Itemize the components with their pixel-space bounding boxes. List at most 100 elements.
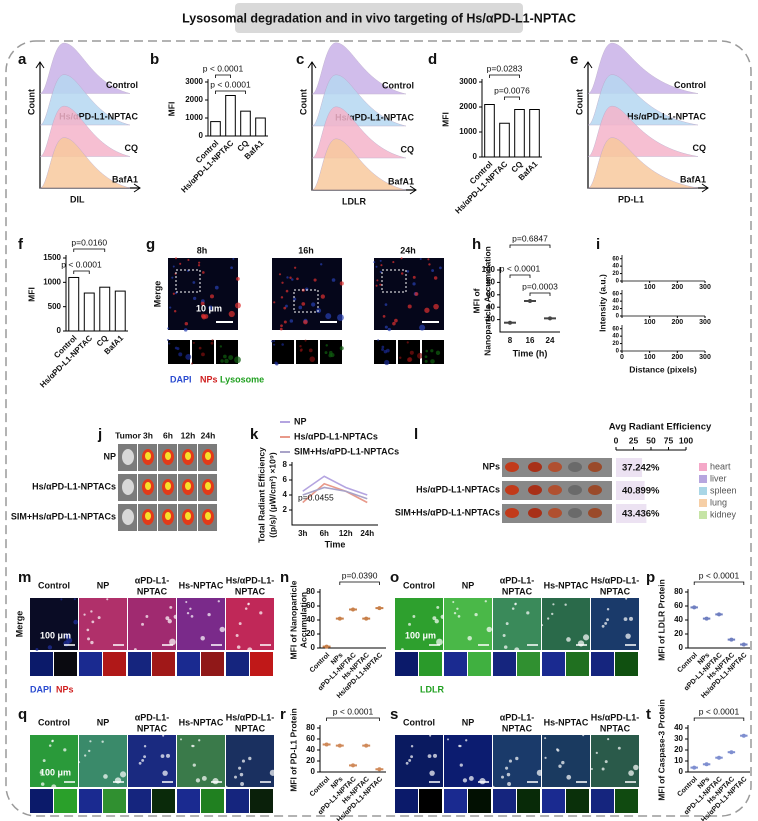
- significance-bracket: [73, 248, 106, 252]
- bar: [99, 286, 111, 332]
- y-tick-label: 0: [311, 767, 316, 776]
- legend-label: NP: [294, 416, 307, 426]
- micrograph-speckle: [35, 648, 39, 651]
- micrograph-speckle: [392, 261, 395, 264]
- y-axis-label: MFI: [166, 102, 176, 117]
- channel-image: [152, 652, 175, 676]
- micrograph-speckle: [433, 276, 438, 280]
- x-tick-label: 16: [526, 336, 535, 345]
- y-axis-label: MFI: [440, 112, 450, 127]
- organ: [548, 462, 562, 472]
- micrograph-speckle: [198, 261, 201, 264]
- micrograph-speckle: [293, 266, 297, 269]
- micrograph-speckle: [106, 598, 109, 601]
- micrograph-speckle: [541, 624, 544, 627]
- y-axis-label: Count: [26, 89, 36, 115]
- micrograph-speckle: [384, 325, 388, 329]
- channel-image: [493, 652, 516, 676]
- micrograph-speckle: [601, 624, 605, 628]
- channel-image: [444, 789, 467, 813]
- micrograph-speckle: [457, 614, 461, 618]
- micrograph-speckle: [179, 262, 182, 265]
- x-tick-label: 300: [699, 354, 711, 361]
- micrograph-speckle: [78, 761, 81, 764]
- micrograph-speckle: [296, 277, 299, 281]
- micrograph-speckle: [628, 770, 634, 776]
- micrograph: [128, 735, 176, 787]
- y-tick-label: 80: [306, 587, 315, 596]
- micrograph-speckle: [446, 738, 450, 741]
- micrograph-speckle: [273, 301, 276, 304]
- panel-letter: t: [646, 706, 651, 723]
- micrograph-speckle: [387, 327, 391, 332]
- micrograph-speckle: [186, 611, 190, 615]
- micrograph-speckle: [505, 766, 509, 770]
- channel-image: [444, 652, 467, 676]
- legend-label: liver: [710, 473, 727, 483]
- organ: [568, 462, 582, 472]
- histogram-label: Control: [106, 80, 138, 90]
- y-tick-label: 60: [612, 256, 619, 262]
- efficiency-bar: [616, 481, 645, 500]
- ivis-signal-core: [165, 452, 171, 460]
- organ: [588, 485, 602, 495]
- channel-image: [419, 652, 442, 676]
- ivis-signal-core: [205, 482, 211, 490]
- micrograph-speckle: [606, 618, 610, 622]
- micrograph-speckle: [73, 598, 76, 601]
- row-label: Merge: [152, 281, 162, 308]
- y-tick-label: 20: [674, 745, 683, 754]
- micrograph-speckle: [431, 269, 435, 272]
- column-header: 3h: [143, 430, 153, 440]
- row-label: SIM+Hs/αPD-L1-NPTACs: [11, 511, 116, 521]
- y-axis-label: Nanoparticle Accumulation: [482, 246, 492, 356]
- micrograph-speckle: [428, 263, 431, 266]
- column-header: αPD-L1-: [135, 712, 170, 722]
- ivis-signal-core: [185, 512, 191, 520]
- micrograph-speckle: [173, 310, 177, 313]
- panel-letter: d: [428, 51, 437, 68]
- x-axis-label: LDLR: [342, 196, 366, 206]
- micrograph-speckle: [217, 600, 220, 603]
- micrograph-speckle: [90, 610, 93, 613]
- micrograph-speckle: [293, 297, 297, 301]
- column-header: Tumor: [115, 430, 142, 440]
- channel-image: [566, 652, 589, 676]
- organ: [568, 508, 582, 518]
- micrograph-speckle: [171, 276, 174, 279]
- histogram-curve: [587, 137, 699, 189]
- legend-swatch: [699, 463, 707, 471]
- legend-swatch: [699, 499, 707, 507]
- micrograph-speckle: [629, 616, 634, 621]
- y-tick-label: 40: [612, 299, 619, 305]
- channel-image: [468, 789, 491, 813]
- ivis-signal-core: [185, 482, 191, 490]
- micrograph: [493, 598, 541, 650]
- column-header: 24h: [201, 430, 216, 440]
- micrograph-speckle: [633, 764, 639, 771]
- legend-swatch: [699, 475, 707, 483]
- column-header: NPTAC: [502, 586, 533, 596]
- y-axis-label: MFI of Caspase-3 Protein: [656, 699, 666, 801]
- micrograph-speckle: [185, 353, 192, 360]
- axis: [499, 267, 560, 333]
- micrograph-speckle: [173, 614, 178, 619]
- micrograph-speckle: [241, 759, 246, 763]
- y-axis-label: MFI of Nanoparticle: [288, 580, 298, 659]
- micrograph-speckle: [273, 339, 276, 342]
- micrograph-speckle: [202, 271, 205, 274]
- micrograph-speckle: [191, 744, 194, 748]
- micrograph-speckle: [285, 304, 288, 308]
- micrograph-speckle: [90, 640, 94, 645]
- significance-bracket: [73, 270, 90, 274]
- x-tick-label: 0: [620, 354, 624, 361]
- panel-letter: k: [250, 426, 259, 443]
- channel-image: [517, 789, 540, 813]
- micrograph-speckle: [435, 350, 441, 356]
- p-value: p=0.6847: [512, 233, 548, 243]
- micrograph-speckle: [564, 603, 567, 606]
- y-axis-label: MFI of: [471, 288, 481, 313]
- micrograph-speckle: [89, 740, 92, 743]
- legend-label: lung: [710, 497, 727, 507]
- y-tick-label: 30: [674, 734, 683, 743]
